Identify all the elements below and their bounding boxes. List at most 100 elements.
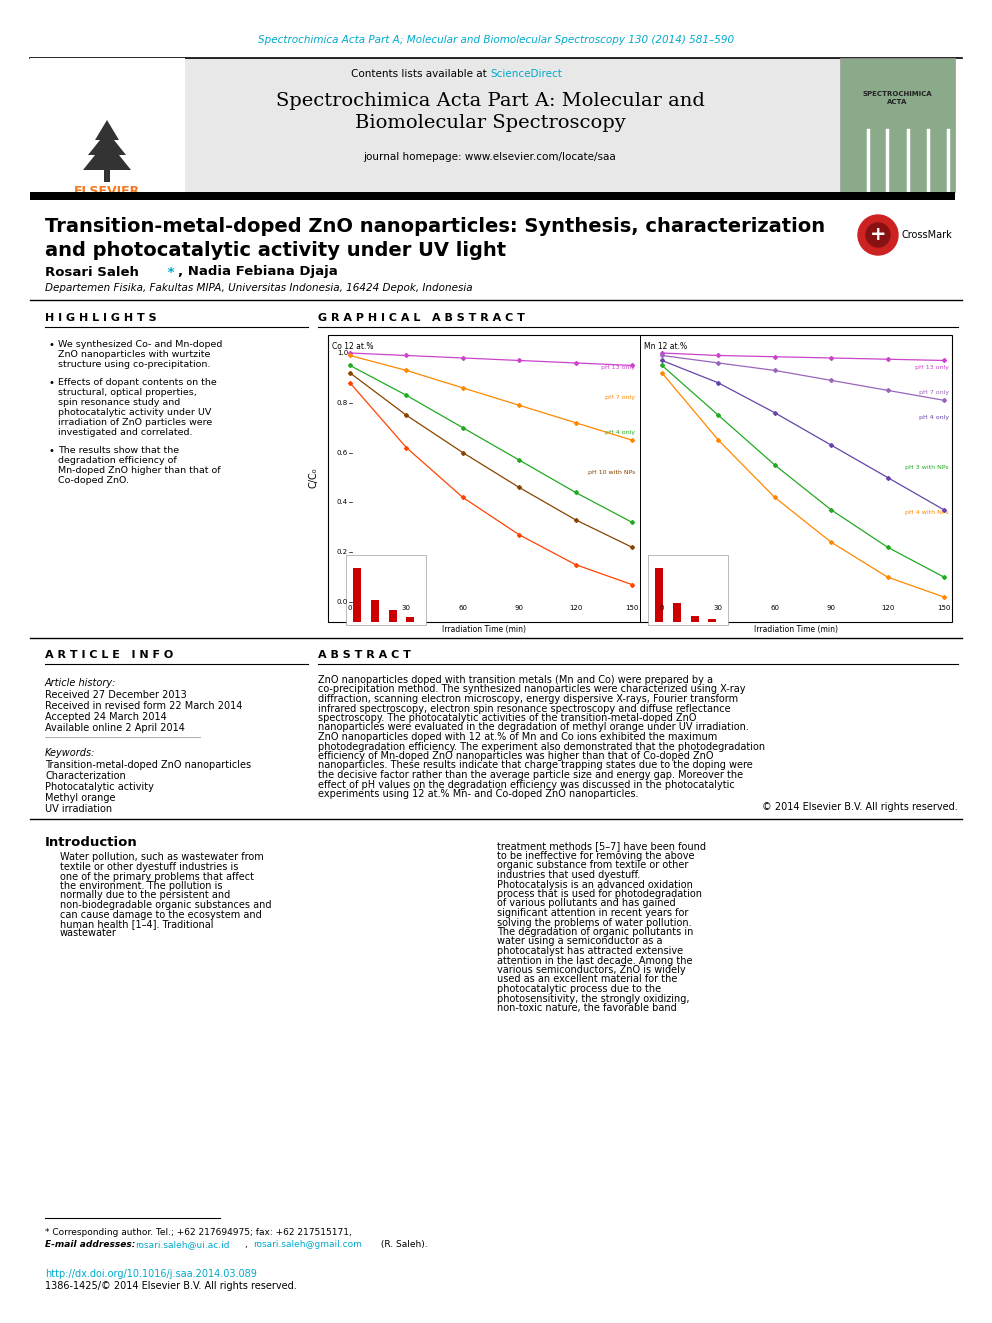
Text: photocatalytic process due to the: photocatalytic process due to the (497, 984, 661, 994)
Text: significant attention in recent years for: significant attention in recent years fo… (497, 908, 688, 918)
Text: , Nadia Febiana Djaja: , Nadia Febiana Djaja (178, 266, 337, 279)
Text: water using a semiconductor as a: water using a semiconductor as a (497, 937, 663, 946)
Text: UV irradiation: UV irradiation (45, 804, 112, 814)
Text: 0.8: 0.8 (336, 400, 348, 406)
Text: photosensitivity, the strongly oxidizing,: photosensitivity, the strongly oxidizing… (497, 994, 689, 1004)
Text: A B S T R A C T: A B S T R A C T (318, 650, 411, 660)
Text: of various pollutants and has gained: of various pollutants and has gained (497, 898, 676, 909)
Text: various semiconductors, ZnO is widely: various semiconductors, ZnO is widely (497, 964, 685, 975)
Text: 1.0: 1.0 (336, 351, 348, 356)
Text: nanoparticles were evaluated in the degradation of methyl orange under UV irradi: nanoparticles were evaluated in the degr… (318, 722, 749, 733)
Text: rosari.saleh@gmail.com: rosari.saleh@gmail.com (253, 1240, 362, 1249)
Bar (30, 58, 955, 192)
Text: SPECTROCHIMICA
ACTA: SPECTROCHIMICA ACTA (862, 91, 931, 105)
Text: 90: 90 (515, 605, 524, 611)
Text: Accepted 24 March 2014: Accepted 24 March 2014 (45, 712, 167, 722)
Text: 150: 150 (937, 605, 950, 611)
Text: textile or other dyestuff industries is: textile or other dyestuff industries is (60, 863, 238, 872)
Text: degradation efficiency of: degradation efficiency of (58, 456, 177, 464)
Text: Transition-metal-doped ZnO nanoparticles: Transition-metal-doped ZnO nanoparticles (45, 759, 251, 770)
Text: non-toxic nature, the favorable band: non-toxic nature, the favorable band (497, 1003, 677, 1013)
Bar (353, 568, 361, 622)
Bar (840, 58, 955, 192)
Text: spectroscopy. The photocatalytic activities of the transition-metal-doped ZnO: spectroscopy. The photocatalytic activit… (318, 713, 696, 722)
Text: and photocatalytic activity under UV light: and photocatalytic activity under UV lig… (45, 241, 506, 259)
Text: pH 4 with NPs: pH 4 with NPs (906, 509, 949, 515)
Text: diffraction, scanning electron microscopy, energy dispersive X-rays, Fourier tra: diffraction, scanning electron microscop… (318, 695, 738, 704)
Text: Co-doped ZnO.: Co-doped ZnO. (58, 476, 129, 486)
Text: 0.6: 0.6 (336, 450, 348, 455)
Text: effect of pH values on the degradation efficiency was discussed in the photocata: effect of pH values on the degradation e… (318, 779, 735, 790)
Text: to be ineffective for removing the above: to be ineffective for removing the above (497, 851, 694, 861)
Text: Irradiation Time (min): Irradiation Time (min) (754, 624, 838, 634)
Text: normally due to the persistent and: normally due to the persistent and (60, 890, 230, 901)
Bar (104, 169, 110, 183)
Text: Contents lists available at: Contents lists available at (351, 69, 490, 79)
Text: G R A P H I C A L   A B S T R A C T: G R A P H I C A L A B S T R A C T (318, 314, 525, 323)
Text: attention in the last decade. Among the: attention in the last decade. Among the (497, 955, 692, 966)
Bar (328, 335, 952, 622)
Text: the decisive factor rather than the average particle size and energy gap. Moreov: the decisive factor rather than the aver… (318, 770, 743, 781)
Text: http://dx.doi.org/10.1016/j.saa.2014.03.089: http://dx.doi.org/10.1016/j.saa.2014.03.… (45, 1269, 257, 1279)
Text: Photocatalytic activity: Photocatalytic activity (45, 782, 154, 792)
Text: Irradiation Time (min): Irradiation Time (min) (442, 624, 526, 634)
Text: Spectrochimica Acta Part A; Molecular and Biomolecular Spectroscopy 130 (2014) 5: Spectrochimica Acta Part A; Molecular an… (258, 34, 734, 45)
Text: C/C₀: C/C₀ (309, 468, 319, 488)
Text: irradiation of ZnO particles were: irradiation of ZnO particles were (58, 418, 212, 427)
Text: 60: 60 (771, 605, 780, 611)
Bar (346, 556, 426, 624)
Text: pH 10 with NPs: pH 10 with NPs (587, 470, 635, 475)
Circle shape (866, 224, 890, 247)
Text: ZnO nanoparticles doped with 12 at.% of Mn and Co ions exhibited the maximum: ZnO nanoparticles doped with 12 at.% of … (318, 732, 717, 742)
Text: pH 13 only: pH 13 only (601, 365, 635, 370)
Text: Received 27 December 2013: Received 27 December 2013 (45, 691, 186, 700)
Text: *: * (163, 266, 175, 279)
Text: Photocatalysis is an advanced oxidation: Photocatalysis is an advanced oxidation (497, 880, 692, 889)
Text: +: + (870, 225, 886, 245)
Text: Introduction: Introduction (45, 836, 138, 849)
Text: Characterization: Characterization (45, 771, 126, 781)
Text: Spectrochimica Acta Part A: Molecular and: Spectrochimica Acta Part A: Molecular an… (276, 93, 704, 110)
Text: Water pollution, such as wastewater from: Water pollution, such as wastewater from (60, 852, 264, 863)
Text: 150: 150 (625, 605, 639, 611)
Text: pH 4 only: pH 4 only (919, 415, 949, 419)
Text: The results show that the: The results show that the (58, 446, 180, 455)
Text: rosari.saleh@ui.ac.id: rosari.saleh@ui.ac.id (135, 1240, 229, 1249)
Text: pH 13 only: pH 13 only (915, 365, 949, 370)
Text: ScienceDirect: ScienceDirect (490, 69, 561, 79)
Text: Biomolecular Spectroscopy: Biomolecular Spectroscopy (354, 114, 625, 132)
Text: photocatalytic activity under UV: photocatalytic activity under UV (58, 407, 211, 417)
Text: journal homepage: www.elsevier.com/locate/saa: journal homepage: www.elsevier.com/locat… (364, 152, 616, 161)
Text: the environment. The pollution is: the environment. The pollution is (60, 881, 222, 890)
Text: Transition-metal-doped ZnO nanoparticles: Synthesis, characterization: Transition-metal-doped ZnO nanoparticles… (45, 217, 825, 235)
Text: Effects of dopant contents on the: Effects of dopant contents on the (58, 378, 216, 388)
Text: pH 4 only: pH 4 only (605, 430, 635, 435)
Text: •: • (49, 446, 55, 456)
Text: Mn-doped ZnO higher than that of: Mn-doped ZnO higher than that of (58, 466, 220, 475)
Text: used as an excellent material for the: used as an excellent material for the (497, 975, 678, 984)
Text: structural, optical properties,: structural, optical properties, (58, 388, 196, 397)
Text: A R T I C L E   I N F O: A R T I C L E I N F O (45, 650, 174, 660)
Text: structure using co-precipitation.: structure using co-precipitation. (58, 360, 210, 369)
Text: Mn 12 at.%: Mn 12 at.% (644, 343, 687, 351)
Bar (655, 568, 663, 622)
Text: co-precipitation method. The synthesized nanoparticles were characterized using : co-precipitation method. The synthesized… (318, 684, 746, 695)
Text: 0: 0 (348, 605, 352, 611)
Text: * Corresponding author. Tel.; +62 217694975; fax: +62 217515171,: * Corresponding author. Tel.; +62 217694… (45, 1228, 352, 1237)
Text: investigated and correlated.: investigated and correlated. (58, 429, 192, 437)
Bar (30, 58, 185, 192)
Text: Keywords:: Keywords: (45, 747, 95, 758)
Text: efficiency of Mn-doped ZnO nanoparticles was higher than that of Co-doped ZnO: efficiency of Mn-doped ZnO nanoparticles… (318, 751, 713, 761)
Bar (708, 619, 716, 622)
Text: •: • (49, 378, 55, 388)
Text: 0.4: 0.4 (337, 499, 348, 505)
Text: ZnO nanoparticles doped with transition metals (Mn and Co) were prepared by a: ZnO nanoparticles doped with transition … (318, 675, 713, 685)
Text: wastewater: wastewater (60, 929, 117, 938)
Text: treatment methods [5–7] have been found: treatment methods [5–7] have been found (497, 841, 706, 852)
Text: CrossMark: CrossMark (902, 230, 952, 239)
Text: H I G H L I G H T S: H I G H L I G H T S (45, 314, 157, 323)
Text: pH 7 only: pH 7 only (919, 390, 949, 396)
Text: Co 12 at.%: Co 12 at.% (332, 343, 374, 351)
Text: 120: 120 (881, 605, 894, 611)
Text: human health [1–4]. Traditional: human health [1–4]. Traditional (60, 919, 213, 929)
